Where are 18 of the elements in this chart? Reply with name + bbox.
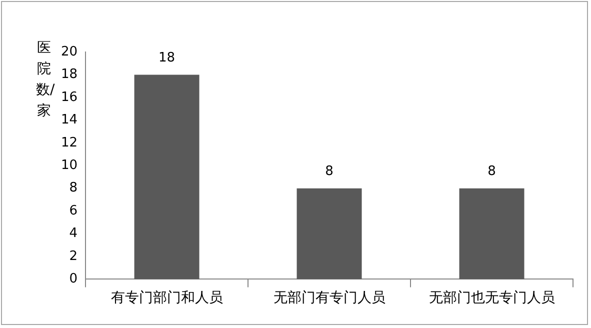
y-tick-label: 10 [60,158,78,173]
y-tick-label: 18 [60,67,78,82]
x-tick-label: 无部门也无专门人员 [428,290,555,306]
y-tick-label: 0 [69,272,78,287]
y-tick-label: 2 [69,248,78,264]
y-tick-label: 12 [60,135,78,150]
y-tick-label: 4 [69,226,78,242]
y-axis-title: 医院数/家 [36,39,55,121]
y-tick-label: 6 [69,203,78,218]
y-tick-label: 16 [60,90,78,105]
data-label: 8 [325,164,334,180]
x-tick-label: 有专门部门和人员 [110,290,223,306]
y-tick-label: 8 [69,180,78,196]
y-tick-label: 20 [60,44,78,60]
data-label: 18 [158,50,176,66]
data-label: 8 [488,164,496,180]
x-tick-label: 无部门有专门人员 [273,290,386,306]
y-tick-label: 14 [60,112,78,128]
